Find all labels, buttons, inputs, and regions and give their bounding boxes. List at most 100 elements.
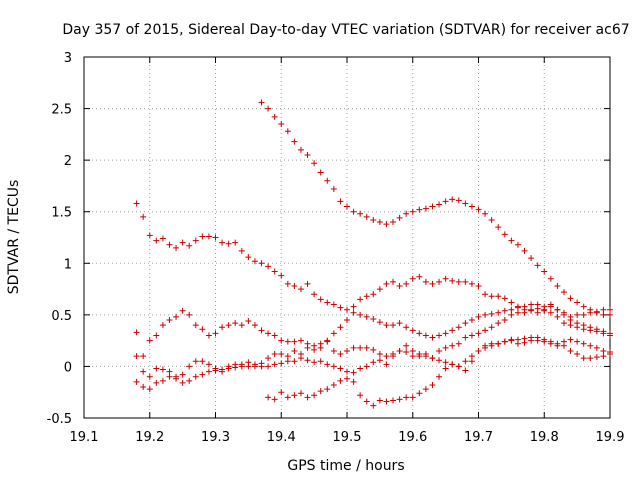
x-tick-label: 19.1 — [70, 430, 99, 445]
data-point — [442, 198, 449, 205]
data-point — [317, 296, 324, 303]
data-point — [291, 338, 298, 345]
data-point — [199, 233, 206, 240]
data-point — [528, 255, 535, 262]
data-point — [344, 317, 350, 324]
data-point — [245, 318, 252, 325]
data-point — [317, 388, 324, 395]
data-point — [245, 363, 252, 370]
data-point — [284, 338, 291, 345]
data-point — [324, 337, 331, 344]
data-point — [475, 313, 482, 320]
data-point — [409, 327, 416, 334]
data-point — [528, 337, 535, 344]
data-point — [482, 210, 489, 217]
data-point — [179, 307, 186, 314]
series-track-d — [133, 303, 613, 380]
data-point — [370, 216, 377, 223]
data-point — [225, 322, 232, 329]
data-point — [153, 237, 160, 244]
data-point — [462, 278, 469, 285]
data-point — [422, 205, 429, 212]
data-point — [186, 377, 193, 384]
data-point — [258, 327, 265, 334]
data-point — [278, 351, 285, 358]
data-point — [245, 254, 252, 261]
data-point — [449, 277, 456, 284]
data-point — [422, 332, 429, 339]
data-point — [159, 322, 166, 329]
data-point — [383, 280, 390, 287]
data-point — [344, 306, 350, 313]
data-point — [271, 396, 278, 403]
data-point — [416, 206, 423, 213]
data-point — [284, 394, 291, 401]
data-point — [324, 361, 331, 368]
data-point — [363, 313, 370, 320]
data-point — [376, 351, 383, 358]
data-point — [199, 371, 206, 378]
data-point — [304, 344, 311, 351]
data-point — [501, 231, 508, 238]
data-point — [482, 342, 489, 349]
data-point — [350, 369, 357, 376]
data-point — [607, 332, 613, 339]
data-point — [297, 146, 304, 153]
data-point — [304, 357, 311, 364]
data-point — [192, 373, 199, 380]
data-point — [514, 309, 521, 316]
data-point — [495, 320, 502, 327]
data-point — [278, 389, 285, 396]
data-point — [593, 354, 600, 361]
data-point — [344, 347, 350, 354]
data-point — [482, 311, 489, 318]
data-point — [337, 324, 344, 331]
data-point — [409, 394, 416, 401]
data-point — [462, 320, 469, 327]
data-point — [350, 344, 357, 351]
data-point — [462, 200, 469, 207]
data-point — [179, 239, 186, 246]
data-point — [488, 324, 495, 331]
data-point — [396, 320, 403, 327]
data-point — [593, 308, 600, 315]
data-point — [278, 337, 285, 344]
data-point — [560, 320, 567, 327]
data-point — [541, 338, 548, 345]
plot-frame — [83, 56, 611, 419]
data-point — [449, 342, 456, 349]
data-point — [554, 313, 561, 320]
data-point — [521, 309, 528, 316]
data-point — [284, 358, 291, 365]
data-point — [317, 340, 324, 347]
x-tick-label: 19.4 — [267, 430, 296, 445]
data-point — [409, 275, 416, 282]
data-point — [416, 353, 423, 360]
data-point — [383, 361, 390, 368]
data-point — [390, 278, 397, 285]
y-tick-label: 2 — [64, 154, 72, 169]
data-point — [271, 332, 278, 339]
data-point — [396, 214, 403, 221]
data-point — [403, 394, 410, 401]
data-point — [278, 360, 285, 367]
data-point — [488, 340, 495, 347]
x-tick-label: 19.8 — [530, 430, 559, 445]
data-point — [232, 320, 239, 327]
data-point — [271, 351, 278, 358]
data-point — [482, 291, 489, 298]
data-point — [567, 313, 574, 320]
data-point — [528, 301, 535, 308]
data-point — [232, 364, 239, 371]
data-point — [146, 373, 153, 380]
data-point — [297, 355, 304, 362]
data-point — [468, 358, 475, 365]
data-point — [357, 311, 364, 318]
data-point — [225, 365, 232, 372]
data-point — [482, 327, 489, 334]
data-point — [330, 330, 337, 337]
data-point — [212, 234, 219, 241]
data-point — [403, 324, 410, 331]
data-point — [159, 366, 166, 373]
